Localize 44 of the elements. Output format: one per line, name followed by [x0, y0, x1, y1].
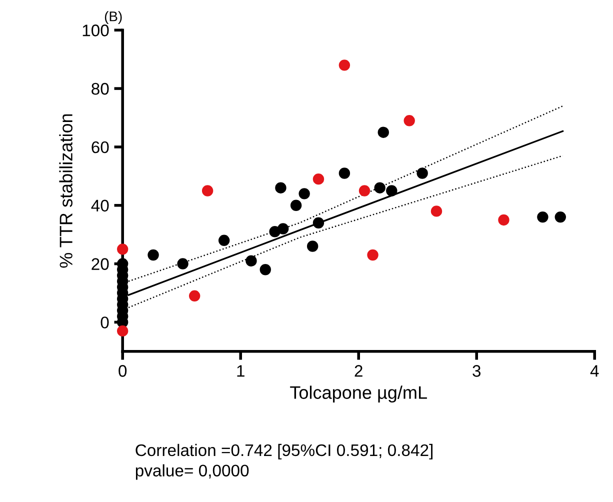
point	[290, 200, 302, 211]
point	[218, 234, 230, 246]
point	[277, 223, 289, 234]
point	[386, 185, 398, 196]
point	[374, 182, 386, 194]
point	[260, 264, 271, 276]
x-axis-title: Tolcapone µg/mL	[290, 386, 427, 403]
x-tick-label: 1	[237, 365, 244, 377]
point	[298, 188, 310, 200]
point	[537, 211, 548, 223]
y-tick-label: 80	[92, 82, 109, 95]
y-tick-label: 0	[100, 316, 109, 328]
point	[275, 182, 286, 194]
point	[430, 206, 442, 217]
point	[312, 217, 324, 228]
point	[404, 115, 415, 126]
point	[338, 60, 350, 71]
point	[498, 214, 510, 226]
point	[188, 290, 200, 302]
point	[416, 168, 428, 179]
point	[378, 126, 389, 138]
point	[306, 240, 318, 252]
point	[338, 168, 350, 179]
x-tick-label: 4	[590, 365, 599, 377]
point	[148, 249, 159, 261]
point	[312, 173, 324, 185]
y-tick-label: 60	[92, 141, 109, 154]
point	[202, 185, 214, 196]
y-tick-label: 40	[91, 200, 109, 212]
x-tick-label: 0	[118, 365, 127, 377]
y-tick-label: 20	[92, 258, 109, 270]
y-tick-label: 100	[82, 24, 109, 36]
point	[358, 185, 370, 196]
point	[116, 244, 128, 255]
y-axis-title: % TTR stabilization	[59, 114, 72, 268]
text: Correlation =0.742 [95%CI 0.591; 0.842] pvalue= 0,0000	[136, 444, 432, 480]
point	[116, 325, 128, 337]
point	[367, 249, 378, 261]
point	[246, 255, 257, 266]
point	[177, 258, 188, 270]
point	[554, 211, 566, 223]
x-tick-label: 2	[354, 365, 362, 377]
chart-title: (B)	[104, 11, 122, 24]
x-tick-label: 3	[472, 365, 481, 377]
